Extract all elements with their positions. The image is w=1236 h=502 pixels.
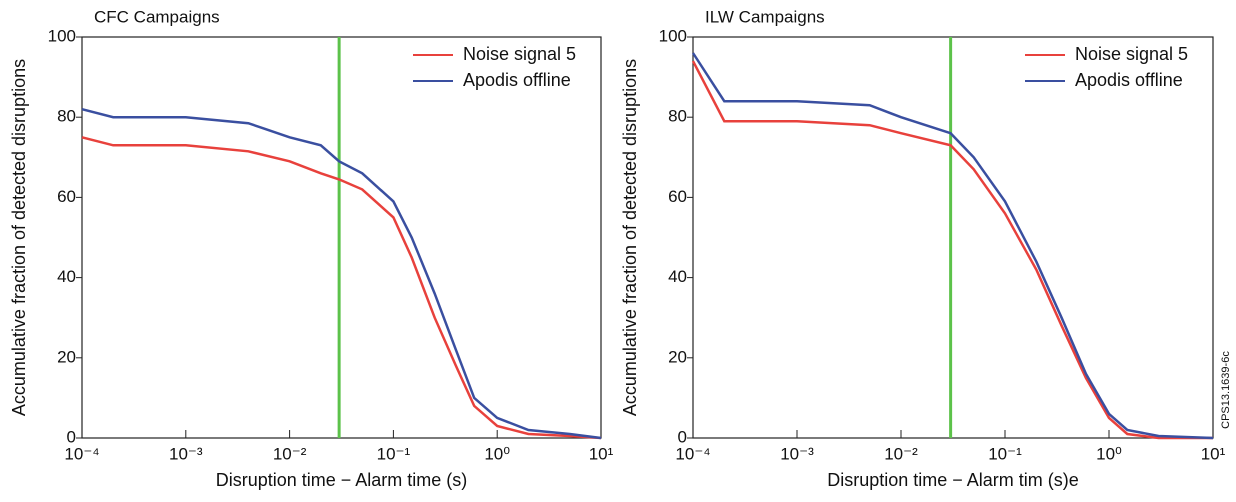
x-tick-label: 10⁰ [484,444,510,463]
x-tick-label: 10⁻⁴ [675,444,710,463]
x-tick-label: 10⁻² [273,444,307,463]
y-tick-label: 20 [57,347,76,366]
x-tick-label: 10¹ [589,444,614,463]
y-tick-label: 0 [67,427,76,446]
x-axis-label: Disruption time − Alarm tim (s)e [827,470,1079,490]
series-line [691,60,1213,440]
y-tick-label: 40 [668,267,687,286]
chart-title: CFC Campaigns [94,7,220,26]
y-tick-label: 60 [57,187,76,206]
y-tick-label: 20 [668,347,687,366]
series-line [81,107,602,440]
x-tick-label: 10⁻³ [780,444,814,463]
series-line [81,136,602,440]
x-tick-label: 10¹ [1201,444,1226,463]
x-tick-label: 10⁻² [884,444,918,463]
y-tick-label: 80 [57,107,76,126]
legend-label: Apodis offline [1075,70,1183,90]
y-axis-label: Accumulative fraction of detected disrup… [9,59,29,416]
x-tick-label: 10⁰ [1096,444,1122,463]
legend-label: Noise signal 5 [463,44,576,64]
y-tick-label: 100 [48,26,76,45]
y-tick-label: 100 [659,26,687,45]
x-tick-label: 10⁻⁴ [64,444,99,463]
x-axis-label: Disruption time − Alarm time (s) [216,470,468,490]
x-tick-label: 10⁻¹ [377,444,411,463]
plot-frame [692,36,1214,439]
y-tick-label: 0 [678,427,687,446]
figure-id: CPS13.1639-6c [1220,351,1232,429]
series-line [691,52,1214,440]
y-tick-label: 60 [668,187,687,206]
x-tick-label: 10⁻³ [169,444,203,463]
chart-title: ILW Campaigns [705,7,825,26]
legend-label: Apodis offline [463,70,571,90]
plot-frame [81,36,602,439]
y-axis-label: Accumulative fraction of detected disrup… [620,59,640,416]
x-tick-label: 10⁻¹ [988,444,1022,463]
legend-label: Noise signal 5 [1075,44,1188,64]
y-tick-label: 40 [57,267,76,286]
y-tick-label: 80 [668,107,687,126]
